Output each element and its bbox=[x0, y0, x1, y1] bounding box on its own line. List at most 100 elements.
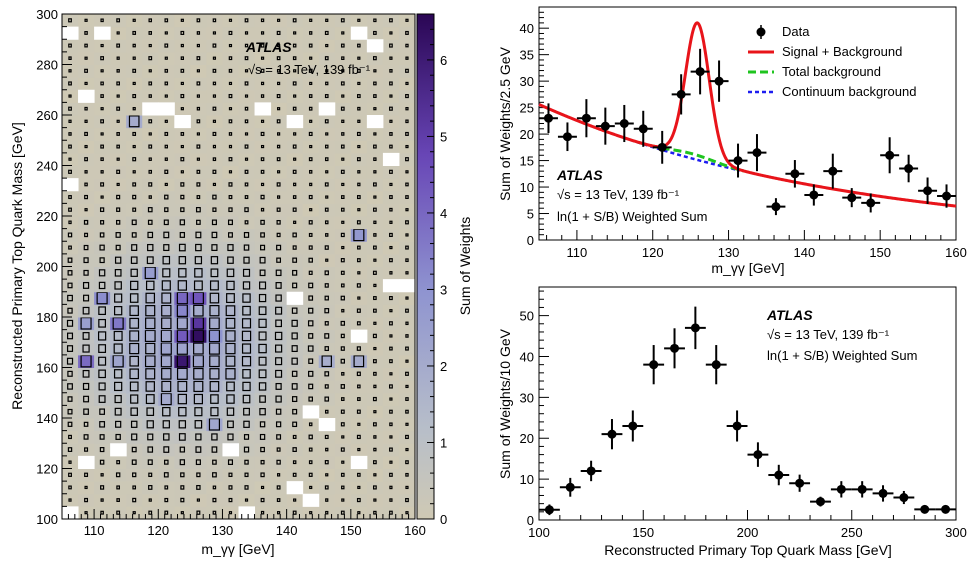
empty-bin bbox=[302, 405, 320, 419]
heatmap-box bbox=[373, 233, 377, 237]
colorbar-tick-label: 2 bbox=[440, 359, 447, 374]
heatmap-box bbox=[325, 195, 329, 199]
data-point bbox=[795, 478, 805, 488]
heatmap-cell bbox=[366, 190, 384, 204]
heatmap-box bbox=[259, 281, 267, 290]
heatmap-cell bbox=[158, 329, 175, 343]
heatmap-box bbox=[67, 370, 73, 377]
heatmap-box bbox=[100, 510, 104, 515]
heatmap-box bbox=[357, 182, 361, 187]
y-tick-label: 0 bbox=[527, 233, 534, 248]
heatmap-box bbox=[324, 56, 329, 61]
heatmap-cell bbox=[254, 266, 272, 280]
heatmap-cell bbox=[302, 216, 320, 230]
heatmap-cell bbox=[206, 493, 223, 507]
heatmap-box bbox=[84, 511, 88, 515]
heatmap-box bbox=[83, 395, 90, 403]
heatmap-cell bbox=[302, 367, 320, 381]
heatmap-box bbox=[208, 342, 220, 355]
heatmap-cell bbox=[238, 203, 256, 217]
heatmap-box bbox=[67, 408, 73, 415]
empty-bin bbox=[286, 291, 304, 305]
heatmap-cell bbox=[254, 140, 272, 154]
heatmap-box bbox=[84, 157, 88, 162]
heatmap-box bbox=[129, 293, 139, 303]
heatmap-cell bbox=[62, 115, 79, 129]
heatmap-box bbox=[241, 318, 252, 329]
x-tick-label: 250 bbox=[841, 525, 863, 540]
heatmap-box bbox=[309, 144, 313, 149]
heatmap-box bbox=[260, 207, 265, 212]
heatmap-cell bbox=[318, 443, 336, 457]
heatmap-box bbox=[341, 157, 345, 161]
heatmap-box bbox=[276, 94, 281, 99]
heatmap-box bbox=[244, 220, 249, 225]
heatmap-cell bbox=[222, 253, 239, 267]
heatmap-box bbox=[164, 207, 169, 213]
heatmap-box bbox=[129, 355, 139, 367]
heatmap-box bbox=[275, 369, 283, 378]
heatmap-box bbox=[293, 498, 297, 502]
y-tick-label: 300 bbox=[36, 7, 58, 22]
heatmap-box bbox=[196, 56, 201, 61]
heatmap-cell bbox=[190, 443, 207, 457]
heatmap-cell bbox=[382, 203, 400, 217]
heatmap-box bbox=[164, 81, 169, 86]
heatmap-cell bbox=[142, 481, 159, 495]
heatmap-cell bbox=[254, 455, 272, 469]
heatmap-cell bbox=[222, 152, 239, 166]
heatmap-box bbox=[260, 43, 265, 48]
heatmap-box bbox=[84, 194, 89, 200]
heatmap-cell bbox=[366, 64, 384, 78]
heatmap-cell bbox=[270, 430, 288, 444]
heatmap-box bbox=[341, 195, 345, 199]
heatmap-cell bbox=[286, 216, 304, 230]
heatmap-box bbox=[291, 319, 298, 327]
heatmap-cell bbox=[158, 506, 175, 520]
heatmap-box bbox=[112, 317, 124, 330]
heatmap-box bbox=[148, 81, 153, 86]
heatmap-box bbox=[98, 356, 107, 366]
heatmap-box bbox=[324, 119, 329, 124]
heatmap-box bbox=[228, 56, 233, 61]
heatmap-cell bbox=[318, 39, 336, 53]
heatmap-box bbox=[340, 169, 345, 174]
heatmap-box bbox=[260, 497, 265, 503]
heatmap-box bbox=[193, 342, 204, 355]
heatmap-box bbox=[148, 56, 153, 61]
heatmap-cell bbox=[366, 354, 384, 368]
heatmap-box bbox=[308, 396, 313, 402]
heatmap-cell bbox=[110, 241, 127, 255]
top-mass-frame bbox=[538, 286, 957, 521]
heatmap-box bbox=[260, 169, 265, 174]
heatmap-cell bbox=[286, 253, 304, 267]
heatmap-box bbox=[341, 498, 345, 502]
heatmap-box bbox=[389, 258, 393, 263]
heatmap-cell bbox=[270, 64, 288, 78]
heatmap-box bbox=[66, 345, 74, 352]
heatmap-cell bbox=[158, 443, 175, 457]
heatmap-box bbox=[356, 434, 361, 440]
heatmap-cell bbox=[318, 481, 336, 495]
heatmap-cell bbox=[78, 203, 95, 217]
heatmap-cell bbox=[190, 39, 207, 53]
heatmap-box bbox=[115, 244, 121, 251]
heatmap-cell bbox=[286, 455, 304, 469]
heatmap-box bbox=[144, 266, 156, 280]
heatmap-cell bbox=[270, 14, 288, 28]
heatmap-cell bbox=[190, 430, 207, 444]
heatmap-box bbox=[130, 268, 138, 277]
heatmap-cell bbox=[334, 51, 352, 65]
heatmap-box bbox=[84, 106, 88, 111]
heatmap-cell bbox=[174, 127, 191, 141]
heatmap-box bbox=[242, 268, 251, 277]
empty-bin bbox=[238, 506, 256, 520]
heatmap-cell bbox=[318, 26, 336, 40]
heatmap-box bbox=[276, 459, 281, 465]
heatmap-box bbox=[84, 485, 88, 490]
heatmap-box bbox=[276, 485, 281, 490]
heatmap-box bbox=[340, 295, 345, 301]
heatmap-box bbox=[99, 447, 105, 453]
heatmap-cell bbox=[206, 14, 223, 28]
